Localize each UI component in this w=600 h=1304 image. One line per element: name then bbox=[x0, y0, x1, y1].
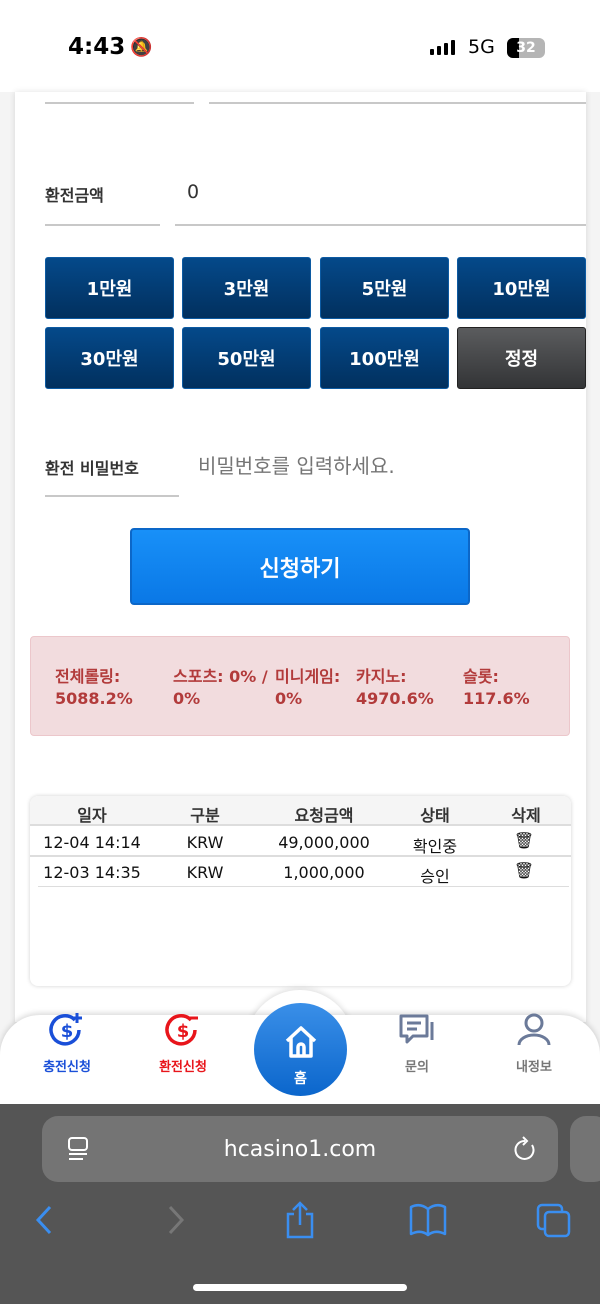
reset-button[interactable]: 정정 bbox=[457, 327, 586, 389]
prev-input-underline bbox=[209, 102, 586, 104]
amount-1man-button[interactable]: 1만원 bbox=[45, 257, 174, 319]
row-amount: 49,000,000 bbox=[278, 833, 370, 852]
total-rolling-label: 전체롤링: bbox=[55, 667, 121, 686]
total-rolling-value: 5088.2% bbox=[55, 689, 133, 708]
row-date: 12-03 14:35 bbox=[43, 863, 141, 882]
bookmarks-icon[interactable] bbox=[408, 1203, 448, 1237]
reader-icon[interactable] bbox=[66, 1136, 92, 1162]
history-table: 일자 구분 요청금액 상태 삭제 12-04 14:14 KRW 49,000,… bbox=[30, 796, 571, 986]
row-date: 12-04 14:14 bbox=[43, 833, 141, 852]
col-date: 일자 bbox=[77, 806, 107, 825]
row-amount: 1,000,000 bbox=[283, 863, 365, 882]
sports-value: 0% bbox=[173, 689, 201, 708]
trash-icon[interactable]: 🗑 bbox=[513, 861, 535, 880]
url-text: hcasino1.com bbox=[223, 1136, 377, 1162]
next-tab-preview[interactable] bbox=[570, 1116, 600, 1182]
casino-label: 카지노: bbox=[356, 667, 407, 686]
address-bar[interactable]: hcasino1.com bbox=[42, 1116, 558, 1182]
table-row: 12-04 14:14 KRW 49,000,000 확인중 🗑 bbox=[30, 827, 571, 857]
rolling-info: 전체롤링: 5088.2% 스포츠: 0% / 0% 미니게임: 0% 카지노:… bbox=[30, 636, 570, 736]
signal-icon bbox=[430, 40, 455, 55]
dollar-minus-icon: $ bbox=[165, 1014, 198, 1046]
row-status: 승인 bbox=[420, 867, 450, 886]
table-row: 12-03 14:35 KRW 1,000,000 승인 🗑 bbox=[38, 857, 569, 887]
svg-text:$: $ bbox=[177, 1021, 190, 1042]
minigame-label: 미니게임: bbox=[275, 667, 341, 686]
amount-label-underline bbox=[45, 224, 160, 226]
reload-icon[interactable] bbox=[512, 1136, 538, 1162]
row-status: 확인중 bbox=[412, 837, 458, 856]
svg-text:$: $ bbox=[61, 1021, 74, 1042]
forward-icon[interactable] bbox=[160, 1203, 190, 1237]
dollar-plus-icon: $ bbox=[49, 1013, 82, 1046]
amount-30man-button[interactable]: 30만원 bbox=[45, 327, 174, 389]
password-input[interactable] bbox=[198, 448, 578, 484]
slot-label: 슬롯: bbox=[463, 667, 499, 686]
status-bar: 4:43 🔕 5G 32 bbox=[0, 0, 600, 92]
nav-inquiry[interactable]: 문의 bbox=[367, 1010, 467, 1075]
submit-button[interactable]: 신청하기 bbox=[130, 528, 470, 605]
col-amount: 요청금액 bbox=[294, 806, 354, 825]
home-icon bbox=[285, 1026, 316, 1058]
share-icon[interactable] bbox=[283, 1200, 317, 1240]
minigame-value: 0% bbox=[275, 689, 303, 708]
col-status: 상태 bbox=[420, 806, 450, 825]
table-header: 일자 구분 요청금액 상태 삭제 bbox=[30, 796, 571, 826]
amount-100man-button[interactable]: 100만원 bbox=[320, 327, 449, 389]
nav-profile[interactable]: 내정보 bbox=[484, 1010, 584, 1075]
amount-10man-button[interactable]: 10만원 bbox=[457, 257, 586, 319]
row-type: KRW bbox=[186, 833, 224, 852]
nav-label: 환전신청 bbox=[159, 1060, 207, 1075]
amount-input[interactable]: 0 bbox=[187, 181, 200, 203]
prev-label-underline bbox=[45, 102, 194, 104]
chat-icon bbox=[399, 1014, 434, 1044]
back-icon[interactable] bbox=[30, 1203, 60, 1237]
nav-home[interactable]: 홈 bbox=[254, 1003, 347, 1096]
slot-value: 117.6% bbox=[463, 689, 530, 708]
nav-deposit[interactable]: $ 충전신청 bbox=[17, 1010, 117, 1075]
casino-value: 4970.6% bbox=[356, 689, 434, 708]
trash-icon[interactable]: 🗑 bbox=[513, 831, 535, 850]
password-label-underline bbox=[45, 495, 179, 497]
row-type: KRW bbox=[186, 863, 224, 882]
battery-level: 32 bbox=[516, 40, 536, 56]
nav-label: 충전신청 bbox=[43, 1060, 91, 1075]
battery-icon: 32 bbox=[507, 38, 545, 58]
amount-3man-button[interactable]: 3만원 bbox=[182, 257, 311, 319]
network-type: 5G bbox=[468, 36, 495, 58]
nav-withdraw[interactable]: $ 환전신청 bbox=[133, 1010, 233, 1075]
amount-label: 환전금액 bbox=[45, 186, 104, 205]
amount-50man-button[interactable]: 50만원 bbox=[182, 327, 311, 389]
password-label: 환전 비밀번호 bbox=[45, 459, 139, 478]
home-indicator bbox=[193, 1284, 407, 1291]
nav-label: 문의 bbox=[405, 1060, 429, 1075]
nav-label: 홈 bbox=[294, 1071, 307, 1087]
nav-label: 내정보 bbox=[516, 1060, 552, 1075]
sports-label: 스포츠: 0% / bbox=[173, 667, 268, 686]
col-delete: 삭제 bbox=[511, 806, 541, 825]
user-icon bbox=[517, 1013, 551, 1046]
amount-input-underline bbox=[175, 224, 586, 226]
col-type: 구분 bbox=[190, 806, 220, 825]
amount-5man-button[interactable]: 5만원 bbox=[320, 257, 449, 319]
silent-bell-icon: 🔕 bbox=[130, 37, 153, 58]
tabs-icon[interactable] bbox=[536, 1203, 572, 1239]
clock: 4:43 bbox=[68, 34, 126, 60]
